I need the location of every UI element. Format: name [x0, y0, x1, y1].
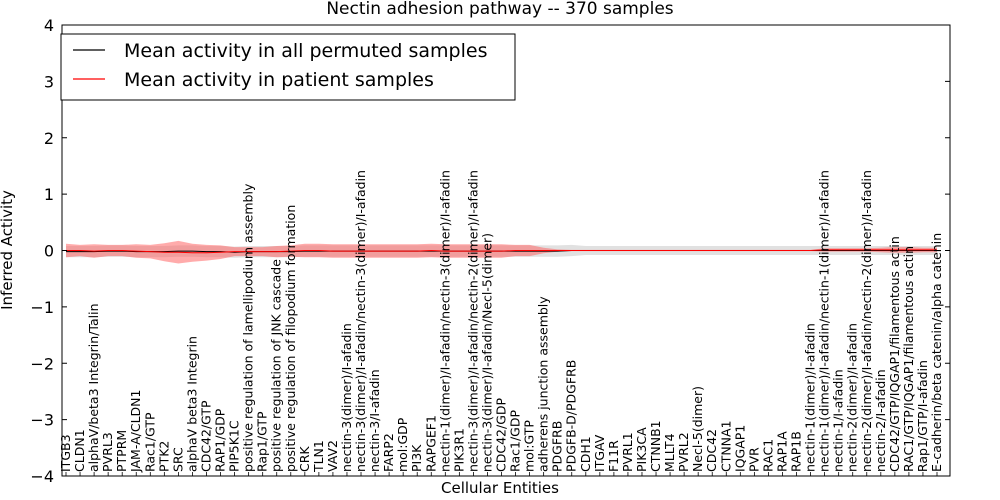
x-tick-label: RAP1/GDP — [213, 408, 228, 472]
x-tick-label: E-cadherin/beta catenin/alpha catenin — [929, 233, 944, 472]
x-tick-label: Rap1/GTP — [255, 411, 270, 472]
x-tick-label: CLDN1 — [72, 429, 87, 472]
x-tick-label: positive regulation of filopodium format… — [283, 205, 298, 472]
y-tick-label: −4 — [30, 467, 54, 486]
x-tick-label: nectin-1(dimer)/I-afadin/nectin-1(dimer)… — [817, 170, 832, 472]
y-tick-label: −1 — [30, 298, 54, 317]
x-tick-label: JAM-A/CLDN1 — [128, 390, 143, 473]
y-tick-label: 2 — [44, 129, 54, 148]
legend-label-permuted: Mean activity in all permuted samples — [124, 40, 487, 62]
x-tick-label: Rap1/GTP/I-afadin — [915, 360, 930, 472]
x-tick-label: CDC42 — [704, 429, 719, 472]
x-tick-label: positive regulation of lamellipodium ass… — [241, 183, 256, 472]
x-tick-label: VAV2 — [325, 440, 340, 472]
x-tick-label: IQGAP1 — [732, 425, 747, 472]
x-tick-label: TLN1 — [311, 440, 326, 473]
y-axis-label: Inferred Activity — [0, 190, 16, 310]
y-tick-label: 1 — [44, 185, 54, 204]
x-tick-label: nectin-2(dimer)/I-afadin/nectin-2(dimer)… — [859, 170, 874, 472]
x-tick-label: alphaV beta3 Integrin — [184, 336, 199, 472]
x-tick-label: SRC — [170, 447, 185, 472]
legend: Mean activity in all permuted samples Me… — [60, 33, 516, 101]
x-tick-label: mol:GDP — [395, 417, 410, 472]
x-tick-label: PVR — [746, 447, 761, 472]
x-tick-label: PIK3CA — [634, 427, 649, 472]
x-tick-label: nectin-2(dimer)/I-afadin — [845, 323, 860, 472]
x-tick-label: nectin-3/I-afadin — [367, 369, 382, 472]
y-tick-label: 3 — [44, 72, 54, 91]
legend-box — [60, 33, 516, 101]
x-tick-label: ITGAV — [592, 434, 607, 472]
x-tick-label: CTNNB1 — [648, 420, 663, 472]
chart-title: Nectin adhesion pathway -- 370 samples — [326, 0, 673, 19]
x-tick-label: PIK3R1 — [451, 428, 466, 472]
x-tick-label: nectin-3(dimer)/I-afadin/nectin-2(dimer)… — [465, 170, 480, 472]
x-tick-label: Rac1/GDP — [508, 410, 523, 472]
x-tick-label: PIP5K1C — [227, 420, 242, 472]
band-patient — [66, 240, 937, 264]
x-tick-label: alphaV/beta3 Integrin/Talin — [86, 304, 101, 473]
legend-label-patient: Mean activity in patient samples — [124, 69, 434, 91]
x-tick-label: positive regulation of JNK cascade — [269, 259, 284, 472]
x-tick-label: nectin-2/I-afadin — [873, 369, 888, 472]
x-tick-label: PTK2 — [156, 441, 171, 472]
y-tick-label: −2 — [30, 354, 54, 373]
x-axis: ITGB3 CLDN1 alphaV/beta3 Integrin/Talin PVR… — [58, 170, 944, 476]
x-tick-label: nectin-1/I-afadin — [831, 369, 846, 472]
confidence-bands — [66, 240, 937, 264]
x-tick-label: Rac1/GTP — [142, 412, 157, 472]
series-line-patient — [66, 249, 937, 254]
x-tick-label: RAP1A — [775, 431, 790, 472]
y-axis: −4 −3 −2 −1 0 1 2 3 4 — [30, 16, 950, 486]
x-tick-label: PDGFB-D/PDGFRB — [564, 360, 579, 472]
x-tick-label: nectin-1(dimer)/I-afadin/nectin-3(dimer)… — [437, 170, 452, 472]
x-tick-label: Necl-5(dimer) — [690, 386, 705, 472]
x-tick-label: PTPRM — [114, 430, 129, 472]
x-tick-label: PVRL3 — [100, 432, 115, 472]
series-lines — [66, 249, 937, 254]
x-tick-label: CTNNA1 — [718, 420, 733, 472]
y-tick-label: 0 — [44, 242, 54, 261]
x-tick-label: CDH1 — [578, 436, 593, 472]
x-tick-label: PDGFRB — [550, 421, 565, 472]
x-tick-label: CDC42/GTP — [199, 400, 214, 472]
x-tick-label: PVRL2 — [676, 432, 691, 472]
x-tick-label: F11R — [606, 440, 621, 472]
x-tick-label: nectin-3(dimer)/I-afadin/Necl-5(dimer) — [480, 233, 495, 472]
x-tick-label: PI3K — [409, 444, 424, 472]
y-tick-label: 4 — [44, 16, 54, 35]
x-tick-label: nectin-3(dimer)/I-afadin — [339, 323, 354, 472]
x-tick-label: nectin-1(dimer)/I-afadin — [803, 323, 818, 472]
x-tick-label: RAPGEF1 — [423, 415, 438, 472]
x-tick-label: ITGB3 — [58, 434, 73, 472]
x-tick-label: RAP1B — [789, 431, 804, 472]
x-tick-label: CRK — [297, 446, 312, 472]
x-tick-label: adherens junction assembly — [536, 296, 551, 472]
x-tick-label: MLLT4 — [662, 433, 677, 472]
x-tick-label: RAC1 — [760, 439, 775, 472]
x-tick-label: nectin-3(dimer)/I-afadin/nectin-3(dimer)… — [353, 170, 368, 472]
x-axis-label: Cellular Entities — [441, 479, 559, 497]
x-tick-label: CDC42/GDP — [494, 397, 509, 472]
x-tick-label: mol:GTP — [522, 420, 537, 472]
x-tick-label: RAC1/GTP/IQGAP1/filamentous actin — [901, 246, 916, 472]
x-tick-label: PVRL1 — [620, 432, 635, 472]
y-tick-label: −3 — [30, 411, 54, 430]
x-tick-label: FARP2 — [381, 433, 396, 472]
x-tick-label: CDC42/GTP/IQGAP1/filamentous actin — [887, 236, 902, 472]
